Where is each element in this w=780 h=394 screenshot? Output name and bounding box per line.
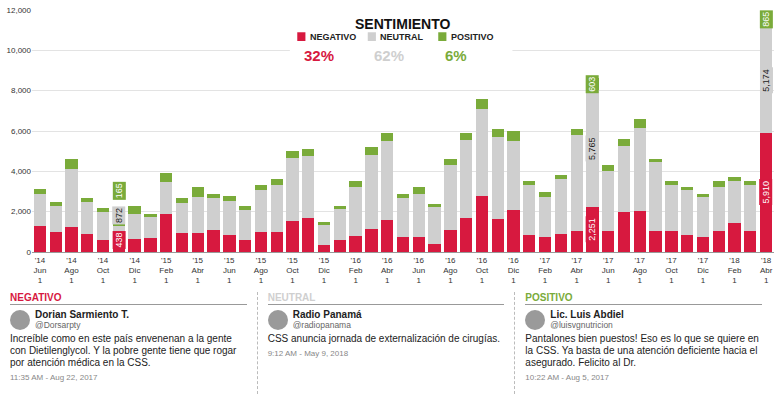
svg-text:2,251: 2,251: [587, 218, 597, 241]
svg-text:'18Abr1: '18Abr1: [760, 256, 773, 286]
svg-text:6,000: 6,000: [11, 127, 32, 136]
html-text:NEUTRAL: NEUTRAL: [267, 292, 316, 303]
svg-text:'14Jun1: '14Jun1: [33, 256, 46, 286]
svg-text:'14Ago1: '14Ago1: [64, 256, 79, 286]
svg-text:10,000: 10,000: [7, 46, 32, 55]
html-text:Pantalones bien puestos! Eso e: Pantalones bien puestos! Eso es lo que s…: [525, 333, 759, 368]
html-text:@radiopanama: @radiopanama: [292, 320, 351, 330]
svg-text:0: 0: [27, 248, 32, 257]
svg-text:'15Ago1: '15Ago1: [254, 256, 269, 286]
svg-text:165: 165: [114, 183, 124, 198]
svg-text:'14Oct1: '14Oct1: [97, 256, 110, 286]
html-text:Dorian Sarmiento T.: Dorian Sarmiento T.: [35, 309, 129, 320]
svg-text:NEGATIVO: NEGATIVO: [310, 32, 356, 42]
svg-text:603: 603: [587, 77, 597, 92]
svg-text:'15Jun1: '15Jun1: [223, 256, 236, 286]
svg-text:865: 865: [761, 12, 771, 27]
svg-text:'17Ago1: '17Ago1: [633, 256, 648, 286]
svg-text:32%: 32%: [304, 47, 334, 64]
svg-text:'16Feb1: '16Feb1: [349, 256, 363, 286]
svg-text:5,174: 5,174: [761, 69, 771, 92]
svg-text:5,910: 5,910: [761, 181, 771, 204]
svg-text:12,000: 12,000: [7, 6, 32, 15]
svg-text:'16Dic1: '16Dic1: [508, 256, 520, 286]
svg-text:'15Dic1: '15Dic1: [318, 256, 330, 286]
svg-text:'17Jun1: '17Jun1: [602, 256, 615, 286]
html-text:11:35 AM - Aug 22, 2017: 11:35 AM - Aug 22, 2017: [10, 373, 98, 382]
svg-text:'15Feb1: '15Feb1: [159, 256, 173, 286]
svg-text:872: 872: [114, 208, 124, 223]
svg-text:5,765: 5,765: [587, 137, 597, 160]
html-text:@Dorsarpty: @Dorsarpty: [35, 320, 81, 330]
html-text:CSS anuncia jornada de externa: CSS anuncia jornada de externalización d…: [267, 333, 500, 344]
html-text:NEGATIVO: NEGATIVO: [10, 292, 62, 303]
svg-text:POSITIVO: POSITIVO: [451, 32, 494, 42]
svg-text:62%: 62%: [374, 47, 404, 64]
html-text:Lic. Luis Abdiel: Lic. Luis Abdiel: [550, 309, 624, 320]
svg-text:SENTIMIENTO: SENTIMIENTO: [355, 16, 451, 32]
html-text:@luisvgnutricion: @luisvgnutricion: [550, 320, 613, 330]
svg-text:8,000: 8,000: [11, 86, 32, 95]
svg-text:'16Abr1: '16Abr1: [381, 256, 394, 286]
html-text:9:12 AM - May 9, 2018: 9:12 AM - May 9, 2018: [267, 349, 349, 358]
svg-text:'14Dic1: '14Dic1: [129, 256, 141, 286]
svg-text:'15Abr1: '15Abr1: [192, 256, 205, 286]
svg-text:'16Ago1: '16Ago1: [443, 256, 458, 286]
svg-text:'16Jun1: '16Jun1: [412, 256, 425, 286]
svg-text:'16Oct1: '16Oct1: [476, 256, 489, 286]
svg-text:'15Oct1: '15Oct1: [286, 256, 299, 286]
html-text:10:22 AM - Aug 5, 2017: 10:22 AM - Aug 5, 2017: [525, 373, 609, 382]
svg-text:438: 438: [114, 232, 124, 247]
svg-text:'17Dic1: '17Dic1: [697, 256, 709, 286]
svg-text:'18Feb1: '18Feb1: [728, 256, 742, 286]
svg-text:6%: 6%: [445, 47, 467, 64]
svg-text:2,000: 2,000: [11, 207, 32, 216]
html-text:Increíble como en este país en: Increíble como en este país envenenan a …: [10, 333, 237, 368]
svg-text:4,000: 4,000: [11, 167, 32, 176]
html-text:POSITIVO: POSITIVO: [525, 292, 573, 303]
svg-text:'17Feb1: '17Feb1: [538, 256, 552, 286]
svg-text:'17Oct1: '17Oct1: [665, 256, 678, 286]
svg-text:NEUTRAL: NEUTRAL: [380, 32, 423, 42]
svg-text:'17Abr1: '17Abr1: [570, 256, 583, 286]
html-text:Radio Panamá: Radio Panamá: [292, 309, 362, 320]
